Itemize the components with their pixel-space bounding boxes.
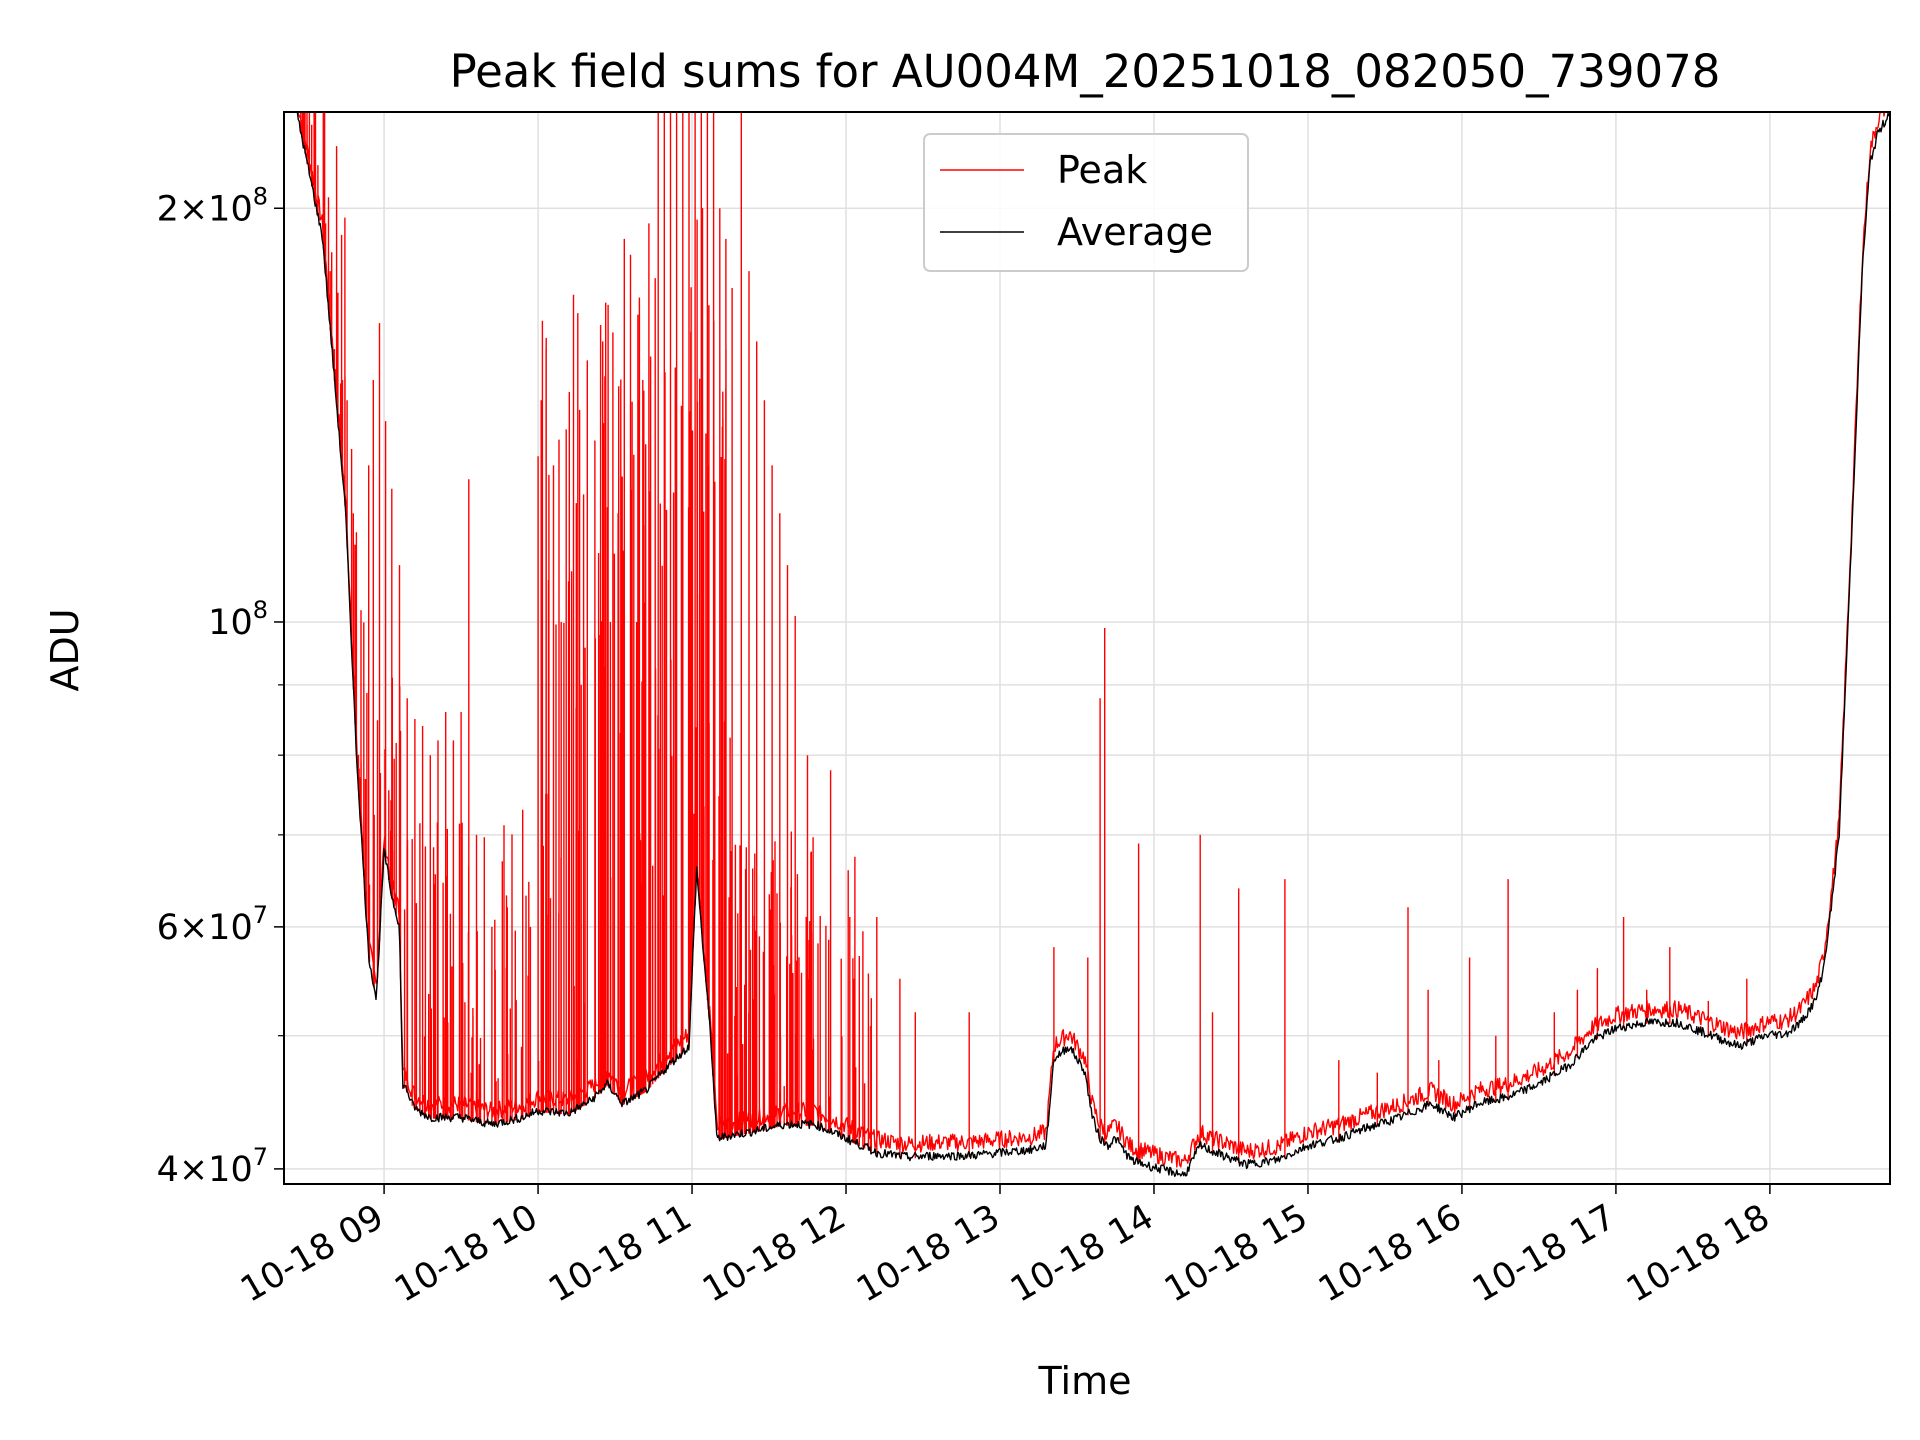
y-tick-label: 108 [208, 596, 268, 643]
y-tick-label: 2×108 [157, 182, 268, 229]
series-peak-line [297, 112, 1888, 1168]
x-axis-label: Time [1038, 1359, 1132, 1403]
series-layer [296, 112, 1890, 1177]
legend: Peak Average [923, 133, 1249, 272]
chart-title: Peak field sums for AU004M_20251018_0820… [450, 45, 1721, 98]
y-axis-label: ADU [43, 608, 87, 691]
y-tick-label: 4×107 [157, 1143, 268, 1190]
series-average-line [296, 112, 1890, 1177]
y-axis: 4×107 6×107 108 2×108 [157, 182, 284, 1190]
legend-peak-label: Peak [1057, 148, 1147, 192]
legend-box [923, 133, 1249, 272]
y-tick-label: 6×107 [157, 901, 268, 948]
plot-frame [283, 111, 1891, 1185]
legend-average-label: Average [1057, 210, 1213, 254]
